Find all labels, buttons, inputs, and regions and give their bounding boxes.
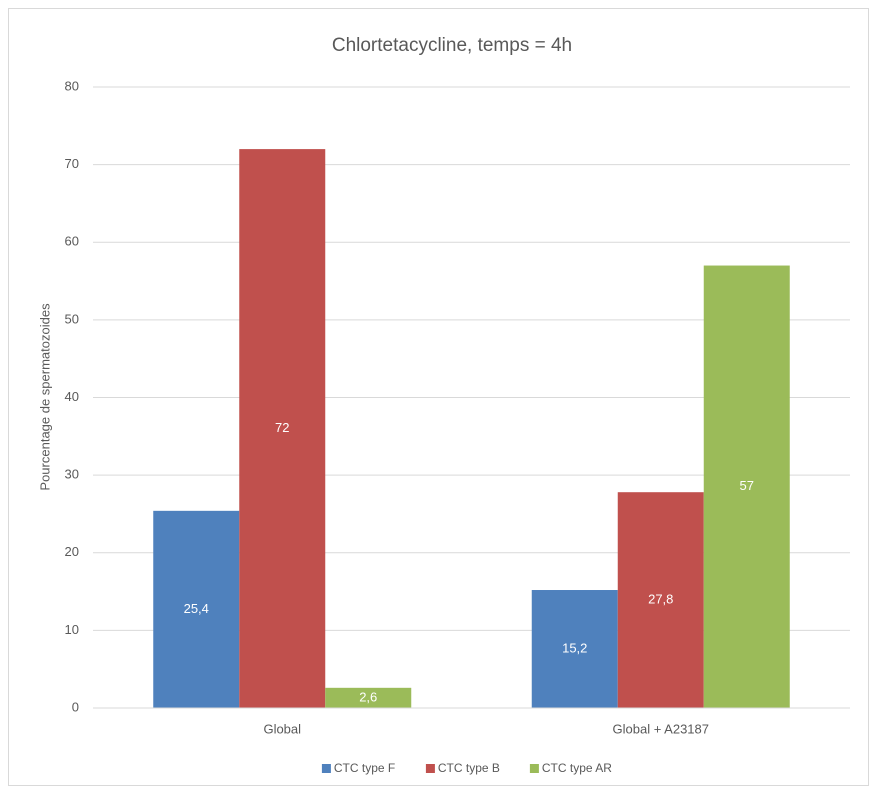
y-tick-label: 10	[65, 622, 79, 637]
chart-title: Chlortetacycline, temps = 4h	[332, 35, 572, 56]
x-tick-label: Global	[263, 721, 301, 736]
legend-label: CTC type AR	[542, 761, 612, 775]
data-label: 15,2	[562, 640, 587, 655]
bar	[239, 149, 326, 709]
y-tick-label: 40	[65, 389, 79, 404]
legend-swatch	[425, 764, 435, 773]
legend-swatch	[321, 764, 331, 773]
data-label: 57	[740, 478, 754, 493]
bar	[153, 510, 240, 708]
y-tick-label: 50	[65, 311, 79, 326]
y-tick-label: 60	[65, 234, 79, 249]
bar	[703, 265, 790, 708]
data-label: 27,8	[648, 592, 673, 607]
legend-label: CTC type F	[334, 761, 395, 775]
data-label: 2,6	[359, 689, 377, 704]
data-label: 25,4	[184, 601, 209, 616]
y-tick-label: 30	[65, 467, 79, 482]
legend-swatch	[529, 764, 539, 773]
y-tick-label: 20	[65, 544, 79, 559]
bar	[617, 492, 704, 708]
y-tick-label: 80	[65, 78, 79, 93]
x-tick-label: Global + A23187	[613, 721, 710, 736]
data-label: 72	[275, 420, 289, 435]
legend-label: CTC type B	[438, 761, 500, 775]
y-axis-label: Pourcentage de spermatozoides	[37, 303, 52, 491]
bar	[325, 687, 412, 708]
y-tick-label: 70	[65, 156, 79, 171]
y-tick-label: 0	[72, 699, 79, 714]
bar	[531, 590, 618, 708]
